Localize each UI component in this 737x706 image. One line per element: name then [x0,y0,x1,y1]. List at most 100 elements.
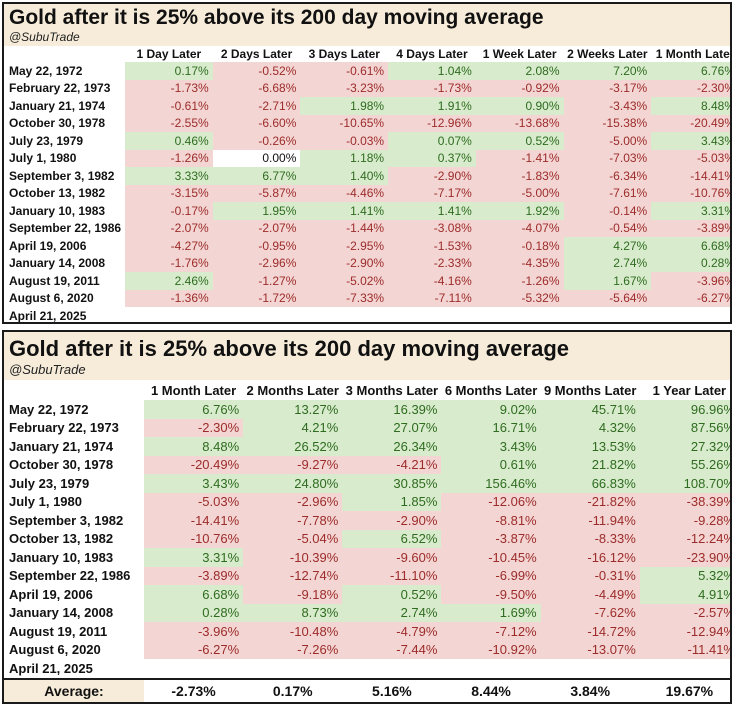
summary-value: 43% [441,702,540,703]
return-cell: -9.18% [243,585,343,604]
summary-value: 3.84% [540,677,640,702]
return-cell: -2.96% [243,492,343,511]
return-cell: -1.73% [388,79,476,97]
return-cell: -12.94% [639,622,730,641]
return-cell: 13.27% [243,400,343,419]
table-row: October 13, 1982 -3.15% -5.87% -4.46% -7.17%… [4,184,730,202]
return-cell: -9.50% [441,585,541,604]
return-cell [300,307,388,322]
return-cell: -11.41% [639,640,730,659]
return-cell [441,659,540,679]
return-cell: 0.46% [125,132,213,150]
return-cell: -10.76% [651,184,730,202]
return-cell: -0.31% [540,566,640,585]
return-cell: -8.33% [540,529,640,548]
return-cell: 24.80% [243,474,343,493]
return-cell: -7.17% [388,184,476,202]
return-cell: 0.00% [212,149,301,167]
return-cell: -2.71% [212,97,301,115]
return-cell: 6.68% [651,237,730,255]
column-header: 1 Month Later [150,382,237,398]
return-cell: -10.39% [243,548,343,567]
summary-value: 5.16% [342,677,442,702]
return-cell: 96.96% [639,400,730,419]
return-cell: -12.24% [639,529,730,548]
returns-table-long-term: 1 Month Later 2 Months Later 3 Months Late… [4,380,730,703]
table-row: August 6, 2020 -1.36% -1.72% -7.33% -7.11% -5… [4,289,730,307]
column-header: 1 Day Later [136,47,202,61]
table-row: October 30, 1978 -20.49% -9.27% -4.21% 0.61%… [4,455,730,474]
return-cell: -0.54% [563,219,652,237]
return-cell: -0.61% [300,62,389,80]
return-cell: -20.49% [651,114,730,132]
return-cell: -1.72% [212,289,301,307]
return-cell: 2.74% [563,254,652,272]
summary-label: Average: [4,677,144,702]
return-cell: -6.27% [651,289,730,307]
table-row: February 22, 1973 -1.73% -6.68% -3.23% -1.73… [4,79,730,97]
row-date-label: January 14, 2008 [9,256,106,271]
column-header: 9 Months Later [543,382,637,398]
table-row: July 23, 1979 0.46% -0.26% -0.03% 0.07% 0.52%… [4,132,730,150]
summary-value: 36% [243,702,342,703]
return-cell: -13.07% [540,640,640,659]
return-cell: 1.41% [300,202,389,220]
row-date-label: April 21, 2025 [9,308,87,323]
return-cell: -1.36% [125,289,213,307]
return-cell: -0.14% [563,202,652,220]
row-date-label: April 19, 2006 [9,238,87,253]
return-cell: 6.76% [651,62,730,80]
return-cell: -1.53% [388,237,476,255]
table-row: August 6, 2020 -6.27% -7.26% -7.44% -10.92% -… [4,640,730,659]
corner-header-cell [4,380,144,400]
return-cell: 0.52% [475,132,564,150]
row-date-label: January 21, 1974 [9,98,106,113]
return-cell: -1.83% [475,167,564,185]
return-cell [541,659,640,679]
table-row: February 22, 1973 -2.30% 4.21% 27.07% 16.71%… [4,418,730,437]
return-cell: -1.44% [300,219,389,237]
return-cell: -7.26% [243,640,343,659]
return-cell: -38.39% [639,492,730,511]
return-cell: 30.85% [342,474,442,493]
summary-value: 57% [342,702,441,703]
row-date-label: April 19, 2006 [9,586,93,602]
return-cell: 5.32% [639,566,730,585]
return-cell: 1.67% [563,272,652,290]
return-cell: -1.41% [475,149,564,167]
return-cell: -0.95% [212,237,301,255]
return-cell: -7.12% [441,622,541,641]
table-row: September 22, 1986 -2.07% -2.07% -1.44% -3.0… [4,219,730,237]
return-cell: -6.27% [144,640,244,659]
return-cell: 21.82% [540,455,640,474]
return-cell: -3.89% [651,219,730,237]
return-cell: -3.96% [651,272,730,290]
return-cell: -7.78% [243,511,343,530]
column-header: 6 Months Later [444,382,538,398]
return-cell: -0.26% [212,132,301,150]
return-cell: 108.70% [639,474,730,493]
row-date-label: October 13, 1982 [9,186,106,201]
return-cell: 87.56% [639,418,730,437]
return-cell: 8.73% [243,603,343,622]
return-cell: -2.33% [388,254,476,272]
return-cell: -2.30% [651,79,730,97]
return-cell: 1.04% [388,62,476,80]
summary-value: 43% [144,702,243,703]
return-cell: -4.46% [300,184,389,202]
return-cell [388,307,476,322]
return-cell: -7.62% [540,603,640,622]
header-row: 1 Month Later 2 Months Later 3 Months Late… [4,380,730,400]
return-cell: -3.43% [563,97,652,115]
return-cell: -0.61% [125,97,213,115]
row-date-label: August 19, 2011 [9,623,108,639]
return-cell: -12.96% [388,114,476,132]
return-cell: -21.82% [540,492,640,511]
column-header: 2 Days Later [220,47,293,61]
return-cell: -2.30% [144,418,244,437]
return-cell: -10.48% [243,622,343,641]
summary-value: -2.73% [144,677,244,702]
return-cell: -14.41% [651,167,730,185]
return-cell: 7.20% [563,62,652,80]
return-cell: 2.46% [125,272,213,290]
